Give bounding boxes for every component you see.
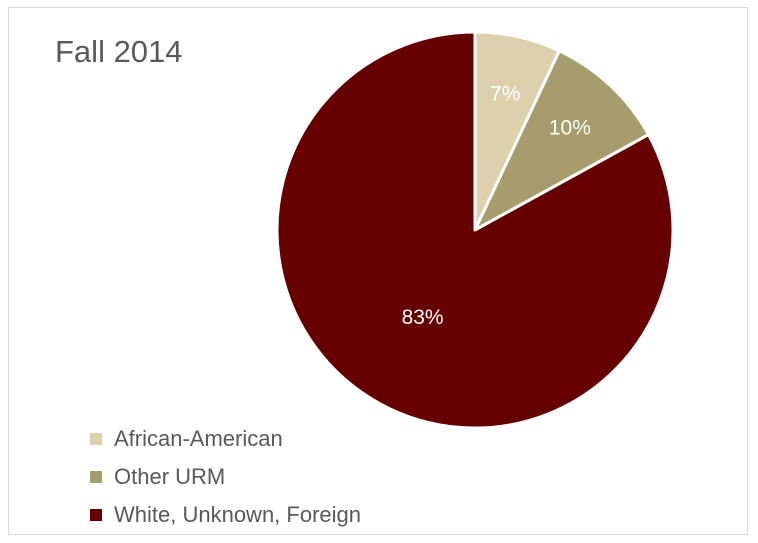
pie-slice-white-unknown-foreign xyxy=(275,30,675,430)
legend-swatch xyxy=(90,471,102,483)
data-label-white-unknown-foreign: 83% xyxy=(402,306,444,329)
pie-slices xyxy=(275,30,675,430)
legend-label: White, Unknown, Foreign xyxy=(114,502,361,527)
legend-item-african-american: African-American xyxy=(90,420,361,458)
legend-label: Other URM xyxy=(114,464,226,489)
legend-item-white-unknown-foreign: White, Unknown, Foreign xyxy=(90,496,361,534)
legend-item-other-urm: Other URM xyxy=(90,458,361,496)
legend-label: African-American xyxy=(114,426,283,451)
data-label-african-american: 7% xyxy=(490,82,520,105)
legend-swatch xyxy=(90,509,102,521)
pie-slice-other-urm xyxy=(473,49,651,232)
chart-title: Fall 2014 xyxy=(55,34,183,69)
legend-swatch xyxy=(90,433,102,445)
data-label-other-urm: 10% xyxy=(549,117,591,140)
pie-labels: 7% 10% 83% xyxy=(402,82,591,329)
chart-legend: African-American Other URM White, Unknown,… xyxy=(90,420,361,534)
